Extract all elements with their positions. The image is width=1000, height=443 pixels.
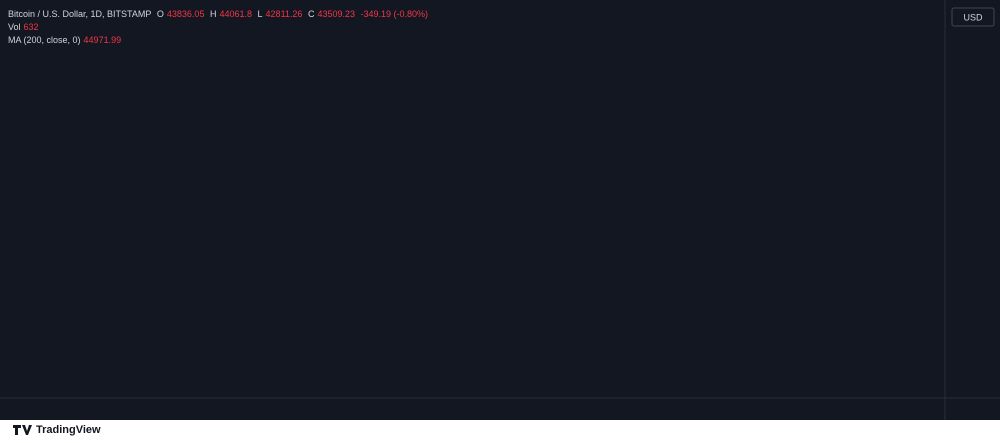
legend-row: Bitcoin / U.S. Dollar, 1D, BITSTAMP O 438… bbox=[8, 8, 431, 21]
ohlc-label: H bbox=[209, 9, 217, 19]
currency: USD bbox=[963, 12, 983, 22]
ohlc-value: 42811.26 bbox=[265, 9, 303, 19]
ohlc-value: 43836.05 bbox=[166, 9, 205, 19]
ma-label: MA (200, close, 0) bbox=[8, 35, 81, 45]
volume-label: Vol bbox=[8, 22, 21, 32]
chart: USD bbox=[0, 0, 1000, 420]
logo bbox=[13, 425, 32, 435]
ohlc-value: 43509.23 bbox=[317, 9, 355, 19]
ohlc-label: L bbox=[257, 9, 263, 19]
currency-box bbox=[951, 7, 995, 27]
legend: Bitcoin / U.S. Dollar, 1D, BITSTAMP O 438… bbox=[8, 8, 431, 47]
legend-row: MA (200, close, 0) 44971.99 bbox=[8, 34, 431, 47]
ma-value: 44971.99 bbox=[83, 35, 122, 45]
brand: TradingView bbox=[36, 424, 101, 436]
ohlc-label: O bbox=[156, 9, 164, 19]
legend-row: Vol 632 bbox=[8, 21, 431, 34]
ohlc-value: 44061.8 bbox=[219, 9, 253, 19]
volume-value: 632 bbox=[23, 22, 39, 32]
symbol-title: Bitcoin / U.S. Dollar, 1D, BITSTAMP bbox=[8, 9, 152, 19]
ohlc-label: C bbox=[307, 9, 315, 19]
chart-background bbox=[0, 0, 1000, 420]
footer: TradingView bbox=[12, 424, 101, 436]
change: -349.19 (-0.80%) bbox=[360, 9, 429, 19]
